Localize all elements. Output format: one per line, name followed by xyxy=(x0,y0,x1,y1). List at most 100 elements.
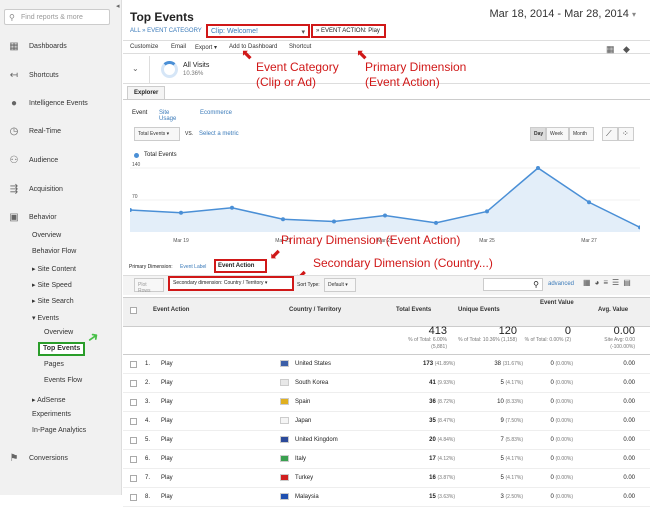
tab-event[interactable]: Event xyxy=(132,110,148,116)
site-search[interactable]: ▸ Site Search xyxy=(32,298,74,305)
table-search-input[interactable]: ⚲ xyxy=(483,278,543,291)
tab-explorer[interactable]: Explorer xyxy=(127,86,165,99)
site-speed[interactable]: ▸ Site Speed xyxy=(32,282,72,289)
events-pages[interactable]: Pages xyxy=(44,361,64,368)
nav-conversions[interactable]: ⚑ Conversions xyxy=(9,453,68,464)
data-point[interactable] xyxy=(230,205,234,210)
collapse-sidebar-icon[interactable]: ◂ xyxy=(116,3,120,10)
col-unique-events[interactable]: Unique Events xyxy=(458,307,500,313)
search-input[interactable]: ⚲ Find reports & more xyxy=(4,9,110,25)
events-overview[interactable]: Overview xyxy=(44,329,74,336)
month-button[interactable]: Month xyxy=(569,127,594,141)
line-chart-icon[interactable]: ⟋ xyxy=(602,127,618,141)
row-checkbox[interactable] xyxy=(130,418,137,425)
events-group[interactable]: ▾ Events xyxy=(32,315,59,322)
top-events-link[interactable]: Top Events xyxy=(38,342,86,356)
row-checkbox[interactable] xyxy=(130,494,137,501)
experiments[interactable]: Experiments xyxy=(32,411,71,418)
event-action-cell[interactable]: Play xyxy=(161,380,173,386)
motion-chart-icon[interactable]: ⁘ xyxy=(618,127,634,141)
advanced-filter-link[interactable]: advanced xyxy=(548,281,575,287)
table-row[interactable]: 1. Play United States 173 (41.89%) 38 (31.67… xyxy=(123,355,650,374)
data-point[interactable] xyxy=(434,220,438,225)
week-button[interactable]: Week xyxy=(546,127,569,141)
site-content[interactable]: ▸ Site Content xyxy=(32,266,76,273)
event-action-cell[interactable]: Play xyxy=(161,361,173,367)
country-cell[interactable]: Japan xyxy=(295,418,312,424)
adsense[interactable]: ▸ AdSense xyxy=(32,397,66,404)
in-page-analytics[interactable]: In-Page Analytics xyxy=(32,427,87,434)
behavior-overview[interactable]: Overview xyxy=(32,232,62,239)
col-event-value[interactable]: Event Value xyxy=(540,300,574,306)
nav-intelligence-events[interactable]: ● Intelligence Events xyxy=(0,96,122,112)
row-checkbox[interactable] xyxy=(130,380,137,387)
col-event-action[interactable]: Event Action xyxy=(153,307,190,313)
country-cell[interactable]: South Korea xyxy=(295,380,329,386)
event-category-select[interactable]: Clip: Welcome! ▾ xyxy=(206,24,310,38)
row-checkbox[interactable] xyxy=(130,437,137,444)
table-row[interactable]: 8. Play Malaysia 15 (3.63%) 3 (2.50%) 0 (0.00… xyxy=(123,488,650,507)
country-cell[interactable]: Italy xyxy=(295,456,307,462)
select-all-checkbox[interactable] xyxy=(130,307,137,314)
table-row[interactable]: 3. Play Spain 36 (8.72%) 10 (8.33%) 0 (0.00%)… xyxy=(123,393,650,412)
email-button[interactable]: Email xyxy=(171,44,187,50)
event-action-dimension[interactable]: Event Action xyxy=(214,259,267,273)
nav-shortcuts[interactable]: ↤ Shortcuts xyxy=(9,70,59,81)
tab-ecommerce[interactable]: Ecommerce xyxy=(200,110,233,116)
event-label-link[interactable]: Event Label xyxy=(180,264,207,270)
export-button[interactable]: Export ▾ xyxy=(195,45,218,51)
tab-site-usage[interactable]: Site Usage xyxy=(159,110,177,122)
plot-rows-button[interactable]: Plot Rows xyxy=(134,278,164,294)
table-row[interactable]: 6. Play Italy 17 (4.12%) 5 (4.17%) 0 (0.00%) 0… xyxy=(123,450,650,469)
behavior-flow[interactable]: Behavior Flow xyxy=(32,248,77,255)
day-button[interactable]: Day xyxy=(530,127,546,141)
col-avg-value[interactable]: Avg. Value xyxy=(598,307,629,313)
nav-audience[interactable]: ⚇ Audience xyxy=(9,155,59,166)
nav-behavior[interactable]: ▣ Behavior xyxy=(9,212,57,223)
add-to-dashboard-button[interactable]: Add to Dashboard xyxy=(229,44,278,50)
nav-dashboards[interactable]: ▦ Dashboards xyxy=(9,41,67,52)
data-point[interactable] xyxy=(536,166,540,170)
country-cell[interactable]: United Kingdom xyxy=(295,437,338,443)
country-cell[interactable]: Turkey xyxy=(295,475,314,481)
table-row[interactable]: 2. Play South Korea 41 (9.93%) 5 (4.17%) 0 (0… xyxy=(123,374,650,393)
events-flow[interactable]: Events Flow xyxy=(44,377,83,384)
customize-button[interactable]: Customize xyxy=(130,44,159,50)
select-metric-link[interactable]: Select a metric xyxy=(199,131,239,137)
event-action-cell[interactable]: Play xyxy=(161,437,173,443)
nav-real-time[interactable]: ◷ Real-Time xyxy=(9,126,62,137)
event-action-select[interactable]: » EVENT ACTION: Play xyxy=(311,24,386,38)
country-cell[interactable]: United States xyxy=(295,361,332,367)
event-action-cell[interactable]: Play xyxy=(161,456,173,462)
row-checkbox[interactable] xyxy=(130,456,137,463)
crumb-event-category[interactable]: » EVENT CATEGORY xyxy=(142,28,202,34)
table-row[interactable]: 7. Play Turkey 16 (3.87%) 5 (4.17%) 0 (0.00%)… xyxy=(123,469,650,488)
data-point[interactable] xyxy=(281,217,285,222)
event-action-cell[interactable]: Play xyxy=(161,418,173,424)
row-checkbox[interactable] xyxy=(130,361,137,368)
graduation-cap-icon[interactable]: ◆ xyxy=(623,44,630,54)
shortcut-button[interactable]: Shortcut xyxy=(289,44,312,50)
data-point[interactable] xyxy=(638,225,640,230)
data-point[interactable] xyxy=(383,213,387,218)
row-checkbox[interactable] xyxy=(130,475,137,482)
sort-type-select[interactable]: Default ▾ xyxy=(324,278,356,292)
country-cell[interactable]: Spain xyxy=(295,399,311,405)
grid-view-icon[interactable]: ▦ xyxy=(606,44,615,54)
date-range-picker[interactable]: Mar 18, 2014 - Mar 28, 2014 ▾ xyxy=(489,8,637,20)
row-checkbox[interactable] xyxy=(130,399,137,406)
data-point[interactable] xyxy=(130,208,132,213)
col-country[interactable]: Country / Territory xyxy=(289,307,342,313)
event-action-cell[interactable]: Play xyxy=(161,475,173,481)
table-row[interactable]: 4. Play Japan 35 (8.47%) 9 (7.50%) 0 (0.00%) 0… xyxy=(123,412,650,431)
chevron-down-icon[interactable]: ⌄ xyxy=(132,64,139,73)
table-row[interactable]: 5. Play United Kingdom 20 (4.84%) 7 (5.83%) 0… xyxy=(123,431,650,450)
segment-label[interactable]: All Visits xyxy=(183,62,210,69)
data-point[interactable] xyxy=(179,210,183,215)
event-action-cell[interactable]: Play xyxy=(161,399,173,405)
secondary-dimension-select[interactable]: Secondary dimension: Country / Territory… xyxy=(168,276,294,291)
col-total-events[interactable]: Total Events xyxy=(396,307,432,313)
data-point[interactable] xyxy=(485,209,489,214)
metric-select[interactable]: Total Events ▾ xyxy=(134,127,180,141)
data-point[interactable] xyxy=(332,219,336,224)
